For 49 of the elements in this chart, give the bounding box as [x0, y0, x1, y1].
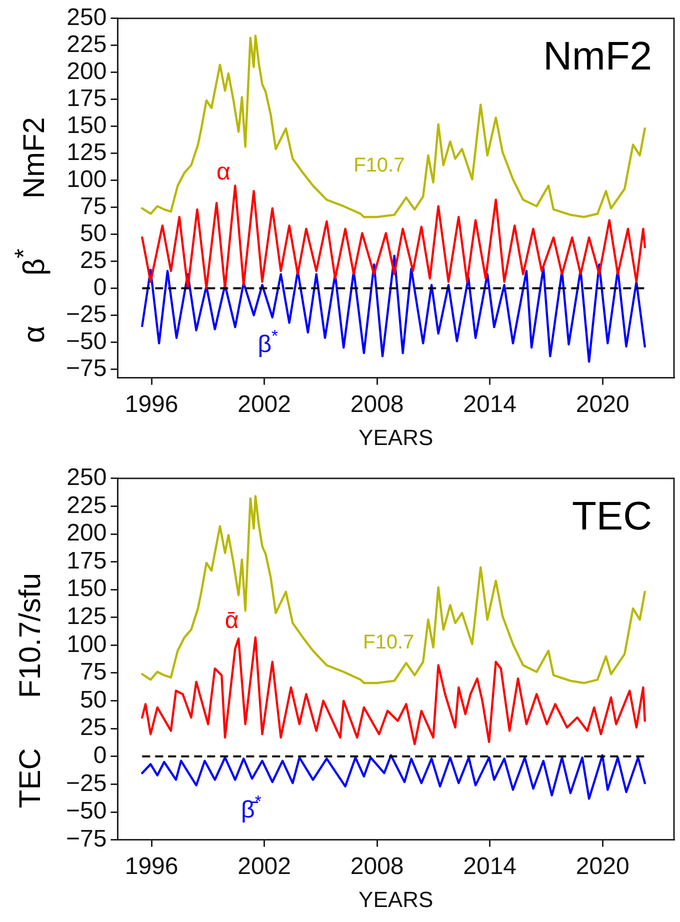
- y-tick-label: 200: [66, 58, 107, 85]
- y-tick-label: −75: [66, 825, 107, 852]
- series-label: β̄*: [241, 792, 262, 824]
- y-tick-label: −75: [66, 354, 107, 382]
- y-tick-label: 150: [66, 575, 107, 602]
- x-axis-title: YEARS: [358, 886, 434, 912]
- y-tick-label: −25: [66, 300, 107, 328]
- x-tick-label: 2020: [576, 390, 630, 418]
- x-tick-label: 2014: [463, 852, 517, 880]
- y-tick-label: 175: [66, 547, 107, 574]
- x-tick-label: 2008: [350, 852, 404, 880]
- y-tick-label: 250: [66, 4, 107, 32]
- y-tick-label: 225: [66, 492, 107, 519]
- y-tick-label: −50: [66, 798, 107, 825]
- y-tick-label: −50: [66, 328, 107, 355]
- y-tick-label: 125: [66, 603, 107, 630]
- y-tick-label: 25: [80, 246, 107, 274]
- y-tick-label: 100: [66, 166, 107, 193]
- y-tick-label: 225: [66, 31, 107, 58]
- y-tick-label: 150: [66, 112, 107, 139]
- x-axis-title: YEARS: [358, 424, 434, 450]
- y-tick-label: 200: [66, 520, 107, 547]
- y-tick-label: 50: [80, 220, 107, 247]
- series-label: ᾱ: [224, 606, 239, 634]
- x-tick-label: 2014: [463, 390, 517, 418]
- x-tick-label: 1996: [124, 390, 178, 418]
- y-tick-label: −25: [66, 770, 107, 797]
- chart-title: TEC: [572, 494, 652, 538]
- series-label: F10.7: [363, 631, 414, 654]
- y-tick-label: 75: [80, 192, 107, 220]
- series-label: α: [216, 158, 230, 186]
- y-tick-label: 0: [93, 274, 107, 301]
- y-tick-label: 50: [80, 686, 107, 714]
- y-tick-label: 0: [93, 742, 107, 770]
- chart-title: NmF2: [543, 34, 652, 78]
- y-tick-label: 175: [66, 84, 107, 112]
- series-label: F10.7: [354, 154, 405, 176]
- x-tick-label: 1996: [124, 852, 178, 880]
- x-tick-label: 2008: [350, 390, 404, 418]
- x-tick-label: 2002: [238, 390, 291, 418]
- y-tick-label: 100: [66, 630, 107, 658]
- y-axis-title: TEC F10.7/sfu: [14, 573, 48, 809]
- x-tick-label: 2002: [238, 852, 291, 880]
- y-tick-label: 75: [80, 658, 107, 686]
- y-tick-label: 250: [66, 464, 107, 492]
- series-label: β*: [258, 326, 279, 358]
- y-tick-label: 25: [80, 714, 107, 742]
- y-tick-label: 125: [66, 138, 107, 166]
- x-tick-label: 2020: [576, 852, 630, 880]
